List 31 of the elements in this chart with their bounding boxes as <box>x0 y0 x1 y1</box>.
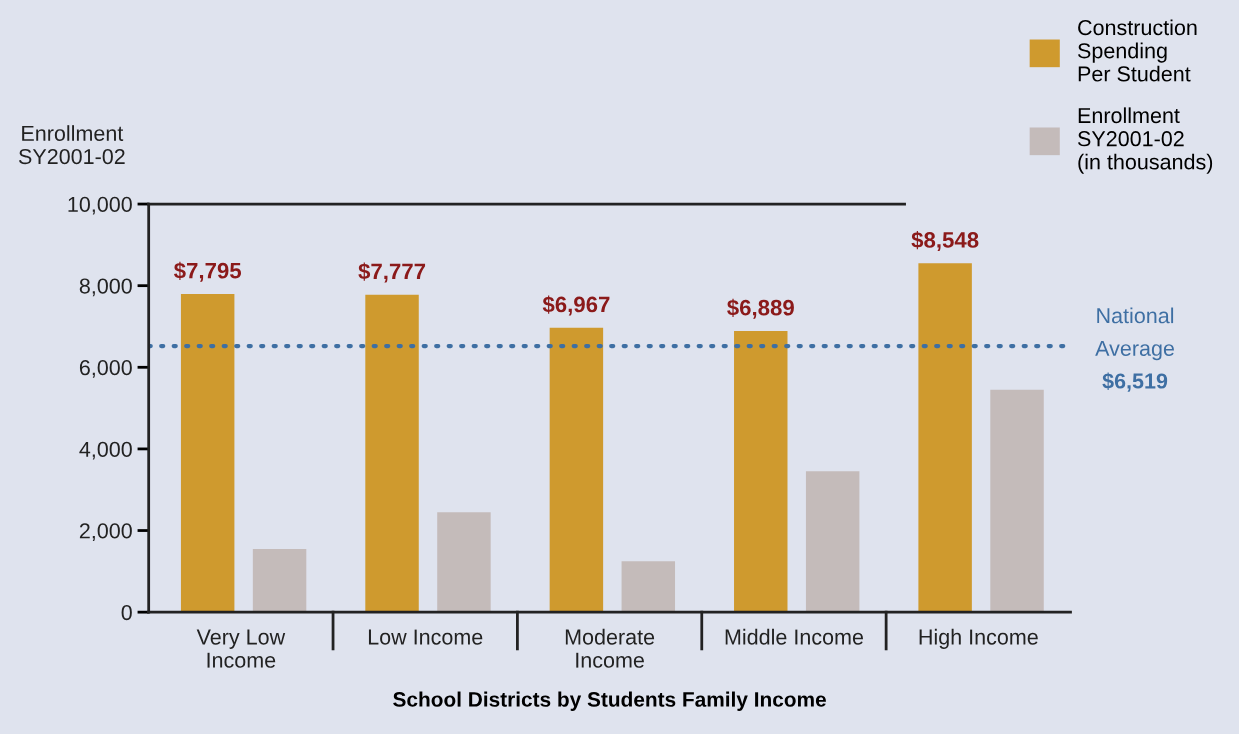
y-axis-title: Enrollment SY2001-02 <box>18 125 125 165</box>
x-axis-title: School Districts by Students Family Income <box>393 691 826 711</box>
bar <box>734 331 788 613</box>
data-label: $7,777 <box>358 262 426 283</box>
bar <box>437 512 491 613</box>
y-tick-label: 8,000 <box>79 278 132 297</box>
data-label: $6,967 <box>542 295 610 316</box>
x-tick-label: Middle Income <box>725 628 863 645</box>
x-tick-label: Low Income <box>368 629 483 645</box>
bar <box>621 561 676 613</box>
legend-label: Enrollment SY2001-02 (in thousands) <box>1078 107 1213 174</box>
bar <box>805 471 860 613</box>
x-tick-label: High Income <box>919 628 1038 649</box>
bar <box>365 294 419 613</box>
ref-line-label: National Average $6,519 <box>1095 307 1174 392</box>
data-label: $8,548 <box>911 231 979 252</box>
data-label: $6,889 <box>727 298 794 319</box>
bar <box>990 389 1044 613</box>
y-tick-label: 0 <box>121 604 132 621</box>
y-tick-label: 10,000 <box>68 196 132 215</box>
x-tick-label: Moderate Income <box>565 628 655 668</box>
bar <box>252 548 307 613</box>
x-tick-label: Very Low Income <box>196 629 286 668</box>
bar <box>549 327 604 613</box>
data-label: $7,795 <box>173 261 242 282</box>
y-tick-label: 6,000 <box>79 360 132 378</box>
bar <box>180 294 235 613</box>
legend-label: Construction Spending Per Student <box>1078 19 1197 82</box>
bar <box>918 263 972 613</box>
y-tick-label: 2,000 <box>79 523 132 542</box>
y-tick-label: 4,000 <box>79 441 132 460</box>
